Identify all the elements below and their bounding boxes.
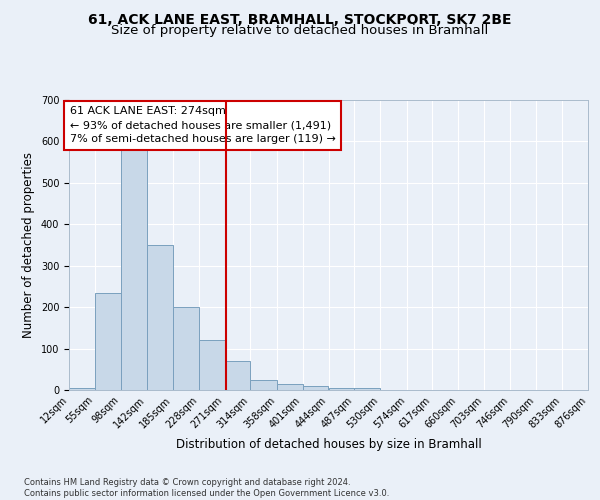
Bar [250,380,277,390]
Bar [147,245,173,390]
Bar [69,388,95,390]
Text: Size of property relative to detached houses in Bramhall: Size of property relative to detached ho… [112,24,488,37]
X-axis label: Distribution of detached houses by size in Bramhall: Distribution of detached houses by size … [176,438,481,451]
Bar [277,384,302,390]
Text: 61 ACK LANE EAST: 274sqm
← 93% of detached houses are smaller (1,491)
7% of semi: 61 ACK LANE EAST: 274sqm ← 93% of detach… [70,106,335,144]
Bar [224,361,250,390]
Bar [199,340,224,390]
Y-axis label: Number of detached properties: Number of detached properties [22,152,35,338]
Bar [173,307,199,390]
Bar [329,388,355,390]
Bar [121,146,147,390]
Bar [302,386,329,390]
Text: 61, ACK LANE EAST, BRAMHALL, STOCKPORT, SK7 2BE: 61, ACK LANE EAST, BRAMHALL, STOCKPORT, … [88,12,512,26]
Text: Contains HM Land Registry data © Crown copyright and database right 2024.
Contai: Contains HM Land Registry data © Crown c… [24,478,389,498]
Bar [355,388,380,390]
Bar [95,292,121,390]
